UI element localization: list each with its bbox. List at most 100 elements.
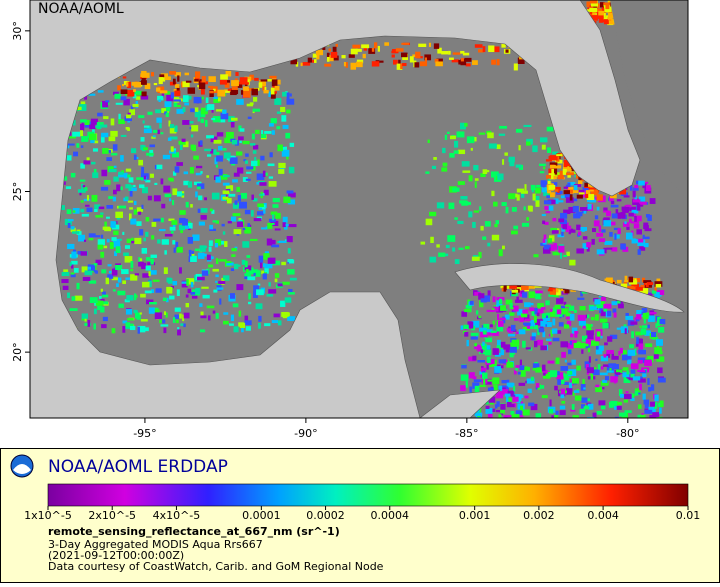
pixel-cluster: [492, 296, 496, 303]
pixel-cluster: [80, 200, 84, 203]
pixel-cluster: [597, 364, 601, 370]
pixel-cluster: [199, 329, 206, 333]
pixel-cluster: [470, 336, 478, 340]
pixel-cluster: [628, 212, 634, 217]
pixel-cluster: [637, 203, 641, 211]
pixel-cluster: [244, 265, 252, 271]
pixel-cluster: [271, 244, 280, 248]
pixel-cluster: [636, 229, 642, 235]
pixel-cluster: [241, 327, 244, 333]
pixel-cluster: [176, 108, 184, 114]
pixel-cluster: [524, 395, 529, 399]
pixel-cluster: [110, 130, 118, 137]
pixel-cluster: [555, 357, 560, 365]
pixel-cluster: [474, 178, 479, 181]
pixel-cluster: [482, 169, 488, 175]
pixel-cluster: [176, 104, 181, 108]
pixel-cluster: [104, 221, 107, 227]
pixel-cluster: [212, 116, 221, 123]
pixel-cluster: [108, 270, 112, 274]
pixel-cluster: [286, 98, 295, 105]
pixel-cluster: [541, 307, 546, 310]
pixel-cluster: [199, 245, 206, 252]
pixel-cluster: [223, 312, 229, 315]
pixel-cluster: [526, 325, 531, 329]
pixel-cluster: [643, 318, 646, 324]
pixel-cluster: [487, 411, 493, 418]
pixel-cluster: [260, 155, 265, 161]
pixel-cluster: [182, 81, 190, 88]
pixel-cluster: [326, 56, 330, 62]
pixel-cluster: [79, 190, 82, 196]
pixel-cluster: [568, 305, 575, 311]
pixel-cluster: [133, 200, 137, 206]
pixel-cluster: [603, 2, 610, 6]
pixel-cluster: [69, 308, 78, 312]
pixel-cluster: [155, 288, 162, 293]
pixel-cluster: [626, 374, 635, 379]
pixel-cluster: [156, 117, 162, 123]
pixel-cluster: [546, 322, 552, 327]
pixel-cluster: [197, 276, 205, 281]
pixel-cluster: [150, 254, 157, 258]
pixel-cluster: [513, 193, 518, 198]
pixel-cluster: [520, 192, 525, 198]
pixel-cluster: [263, 90, 269, 94]
pixel-cluster: [496, 318, 499, 325]
pixel-cluster: [114, 238, 120, 245]
pixel-cluster: [534, 307, 538, 315]
pixel-cluster: [558, 245, 565, 253]
pixel-cluster: [272, 214, 275, 221]
pixel-cluster: [229, 323, 234, 326]
pixel-cluster: [244, 260, 248, 268]
pixel-cluster: [215, 258, 219, 265]
pixel-cluster: [193, 181, 202, 186]
pixel-cluster: [264, 263, 273, 269]
pixel-cluster: [594, 299, 601, 305]
pixel-cluster: [205, 97, 209, 104]
pixel-cluster: [532, 363, 540, 370]
pixel-cluster: [200, 315, 207, 319]
pixel-cluster: [494, 366, 502, 373]
pixel-cluster: [600, 19, 608, 22]
pixel-cluster: [165, 106, 171, 112]
pixel-cluster: [556, 308, 562, 315]
pixel-cluster: [575, 173, 580, 179]
pixel-cluster: [634, 348, 637, 356]
pixel-cluster: [430, 236, 434, 243]
pixel-cluster: [615, 372, 621, 375]
map-title: NOAA/AOML: [38, 1, 124, 17]
pixel-cluster: [630, 393, 635, 401]
pixel-cluster: [290, 57, 298, 65]
pixel-cluster: [93, 308, 97, 315]
pixel-cluster: [169, 124, 175, 129]
pixel-cluster: [551, 230, 559, 234]
pixel-cluster: [226, 131, 234, 139]
pixel-cluster: [460, 325, 464, 330]
pixel-cluster: [536, 339, 543, 346]
pixel-cluster: [330, 51, 338, 58]
pixel-cluster: [486, 329, 493, 333]
pixel-cluster: [624, 275, 628, 280]
pixel-cluster: [657, 367, 663, 374]
pixel-cluster: [274, 278, 278, 283]
pixel-cluster: [543, 317, 551, 322]
pixel-cluster: [461, 161, 470, 167]
pixel-cluster: [194, 76, 198, 81]
pixel-cluster: [517, 371, 521, 375]
pixel-cluster: [187, 181, 192, 188]
pixel-cluster: [261, 130, 264, 137]
pixel-cluster: [529, 307, 535, 312]
pixel-cluster: [519, 315, 524, 323]
pixel-cluster: [131, 237, 134, 243]
pixel-cluster: [140, 319, 148, 322]
pixel-cluster: [213, 149, 217, 155]
pixel-cluster: [442, 147, 446, 154]
pixel-cluster: [583, 387, 586, 390]
pixel-cluster: [445, 244, 450, 249]
pixel-cluster: [266, 294, 274, 297]
pixel-cluster: [602, 15, 611, 21]
pixel-cluster: [140, 293, 146, 298]
pixel-cluster: [623, 282, 627, 285]
pixel-cluster: [615, 369, 623, 374]
